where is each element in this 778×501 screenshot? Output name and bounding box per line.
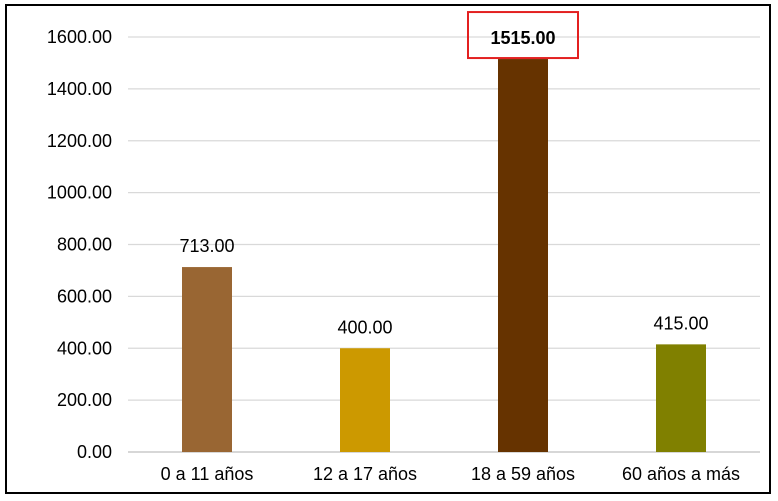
category-label: 12 a 17 años	[313, 464, 417, 484]
highlight-box	[467, 11, 579, 60]
y-tick-label: 400.00	[57, 338, 112, 358]
y-tick-label: 800.00	[57, 235, 112, 255]
data-labels: 713.00 400.00 1515.00 415.00	[179, 11, 709, 337]
data-label: 415.00	[653, 313, 708, 333]
bar	[656, 344, 706, 452]
y-tick-label: 200.00	[57, 390, 112, 410]
y-tick-label: 600.00	[57, 286, 112, 306]
bars	[182, 59, 706, 452]
data-label: 400.00	[337, 317, 392, 337]
y-tick-label: 1000.00	[47, 183, 112, 203]
category-label: 18 a 59 años	[471, 464, 575, 484]
category-label: 0 a 11 años	[161, 464, 254, 484]
bar	[498, 59, 548, 452]
y-tick-label: 1200.00	[47, 131, 112, 151]
x-axis-category-labels: 0 a 11 años 12 a 17 años 18 a 59 años 60 añ…	[161, 464, 740, 484]
data-label: 713.00	[179, 236, 234, 256]
y-tick-label: 1400.00	[47, 79, 112, 99]
category-label: 60 años a más	[622, 464, 740, 484]
y-axis-tick-labels: 0.00 200.00 400.00 600.00 800.00 1000.00 1200.…	[47, 27, 112, 462]
bar	[182, 267, 232, 452]
bar	[340, 348, 390, 452]
y-tick-label: 0.00	[77, 442, 112, 462]
y-tick-label: 1600.00	[47, 27, 112, 47]
gridlines	[128, 36, 760, 453]
data-label: 1515.00	[490, 28, 555, 48]
